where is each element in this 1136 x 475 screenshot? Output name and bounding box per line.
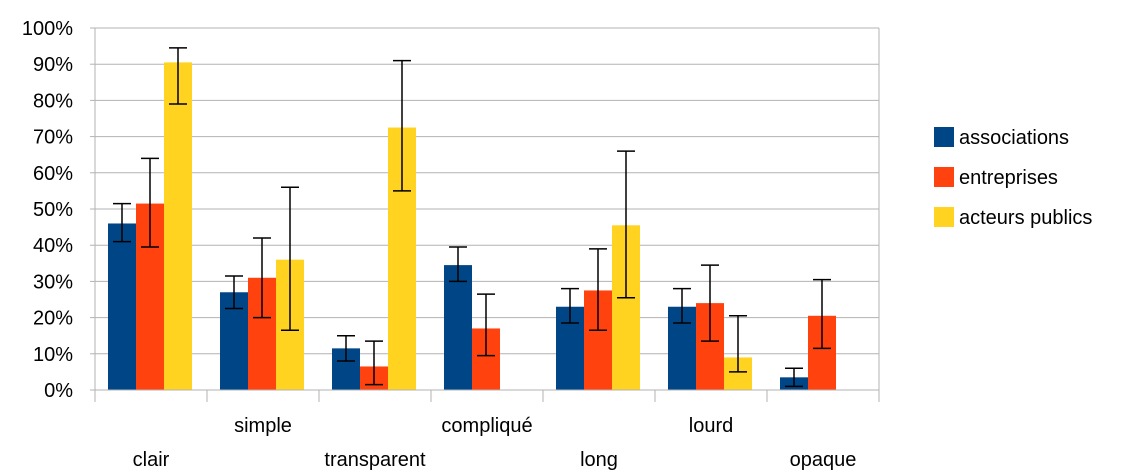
legend-label: entreprises: [959, 167, 1058, 189]
bars: [108, 62, 836, 391]
y-tick-label: 10%: [33, 344, 73, 366]
y-tick-label: 50%: [33, 199, 73, 221]
x-tick-label: long: [580, 449, 618, 470]
y-tick-label: 40%: [33, 235, 73, 257]
bar-acteurs-publics-0: [164, 62, 192, 390]
y-tick-label: 30%: [33, 271, 73, 293]
x-tick-label: compliqué: [441, 415, 532, 437]
legend: associations entreprises acteurs publics: [934, 127, 1092, 229]
y-tick-labels: 0% 10% 20% 30% 40% 50% 60% 70% 80% 90% 100%: [22, 18, 73, 402]
axes: [90, 27, 880, 402]
x-tick-label: clair: [133, 449, 170, 470]
y-tick-label: 90%: [33, 54, 73, 76]
y-tick-label: 20%: [33, 308, 73, 330]
y-tick-label: 0%: [44, 380, 73, 402]
legend-label: associations: [959, 127, 1069, 149]
legend-label: acteurs publics: [959, 207, 1092, 229]
y-tick-label: 80%: [33, 90, 73, 112]
bar-associations-3: [444, 265, 472, 390]
x-tick-label: transparent: [324, 449, 426, 470]
x-tick-labels: clair simple transparent compliqué long lourd…: [133, 415, 857, 471]
x-tick-label: lourd: [689, 415, 733, 437]
legend-swatch-associations: [934, 127, 954, 147]
legend-swatch-acteurs-publics: [934, 207, 954, 227]
y-tick-label: 60%: [33, 163, 73, 185]
error-bars: [113, 47, 831, 388]
x-tick-label: simple: [234, 415, 292, 437]
bar-associations-0: [108, 223, 136, 390]
legend-swatch-entreprises: [934, 167, 954, 187]
y-tick-label: 70%: [33, 127, 73, 149]
x-tick-label: opaque: [790, 449, 857, 470]
gridlines: [95, 27, 879, 355]
y-tick-label: 100%: [22, 18, 73, 40]
